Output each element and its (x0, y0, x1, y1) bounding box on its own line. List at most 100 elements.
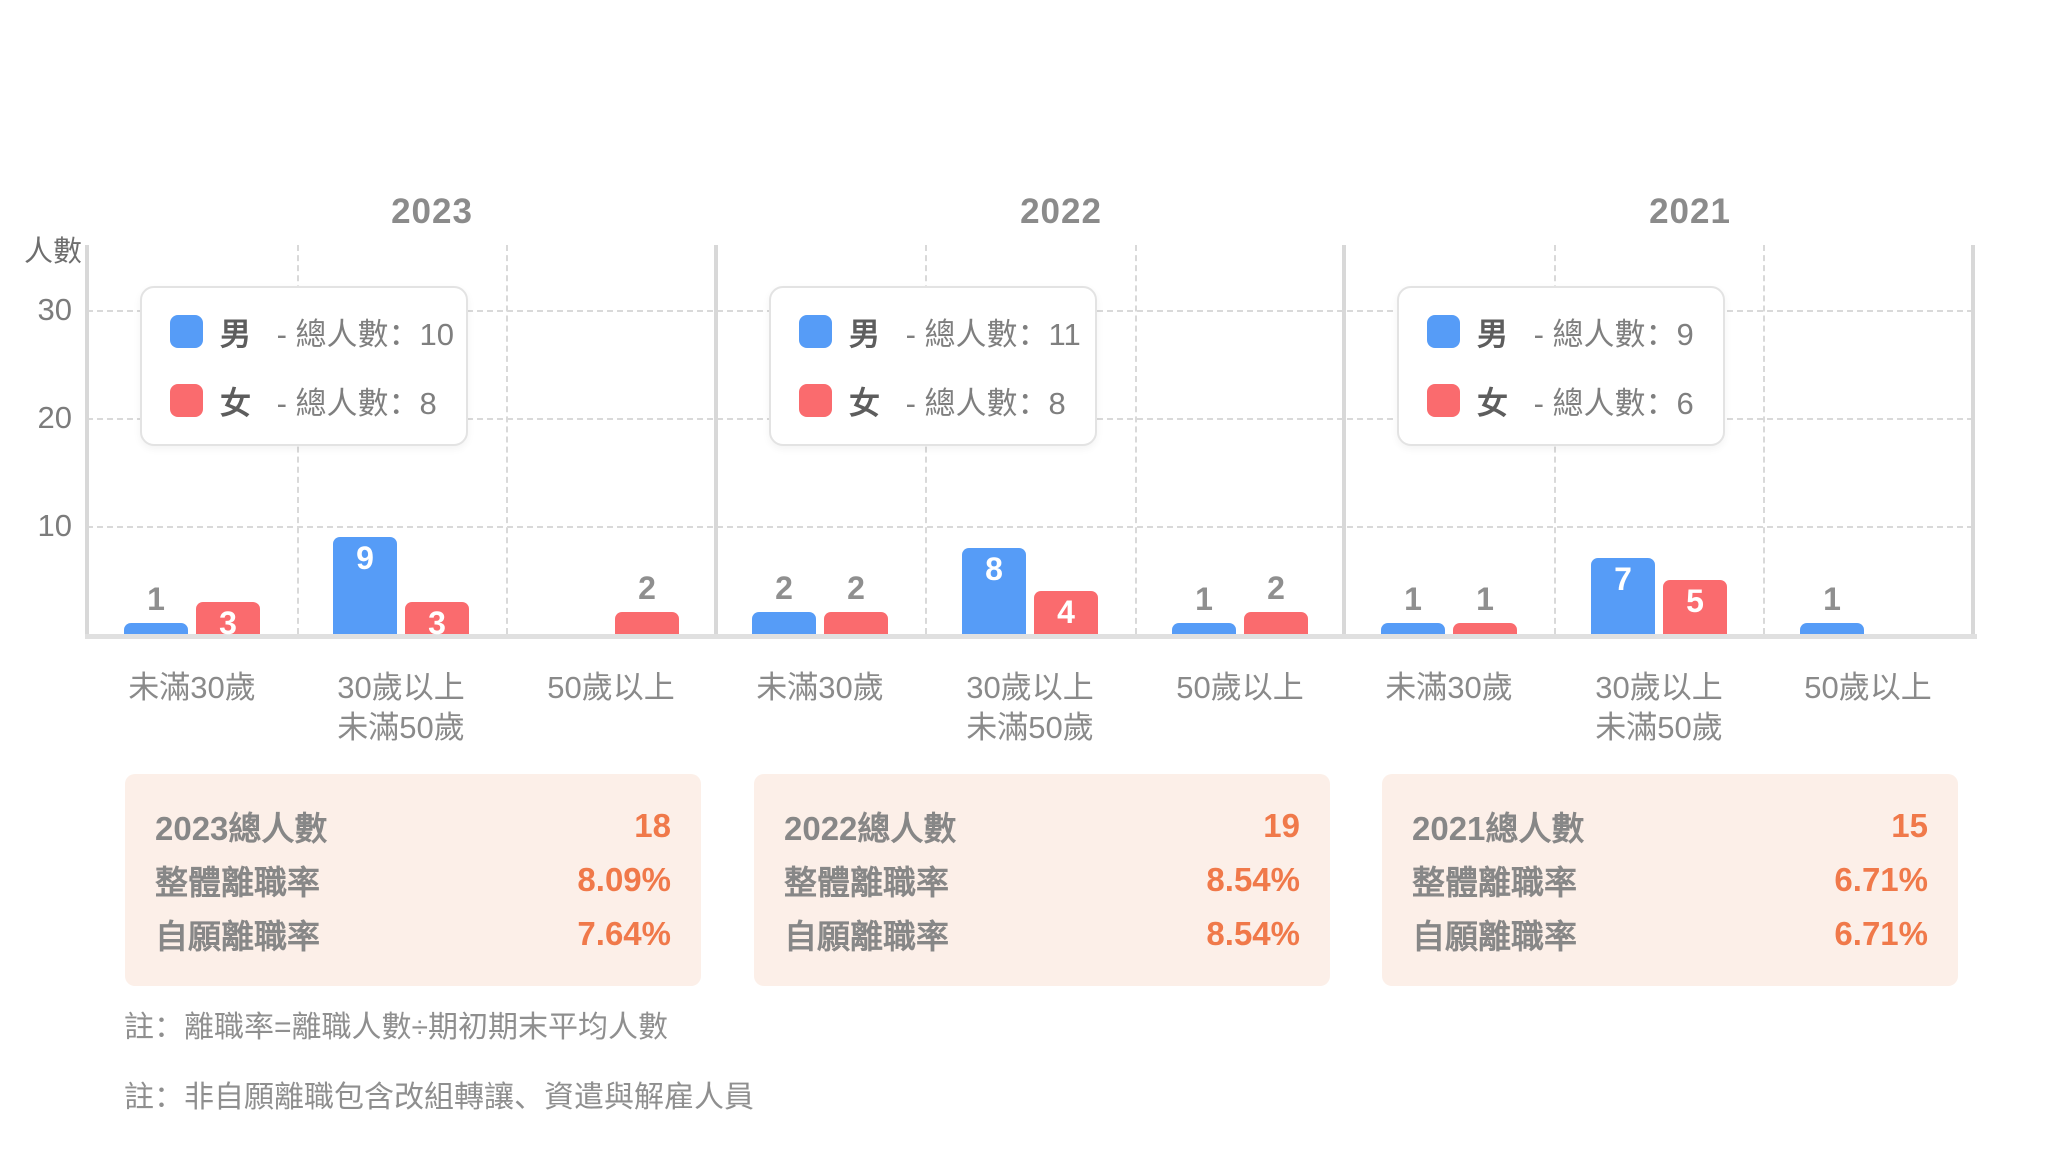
legend-series-total: - 總人數：11 (897, 317, 1081, 352)
summary-label: 2021總人數 (1412, 810, 1585, 847)
bar-value-label: 2 (1267, 570, 1285, 606)
bar-value-label: 1 (1476, 581, 1494, 617)
plot-right-border (1971, 245, 1975, 634)
male-swatch-icon (170, 315, 203, 348)
bar-male-2021-2 (1800, 623, 1864, 634)
legend-row-male: 男 - 總人數：11 (799, 309, 1095, 354)
summary-label: 自願離職率 (784, 918, 949, 955)
summary-value: 19 (1263, 807, 1300, 844)
summary-box-2021: 2021總人數 15 整體離職率 6.71% 自願離職率 6.71% (1382, 774, 1958, 986)
category-label: 未滿50歲 (966, 710, 1094, 745)
legend-series-name: 女 (220, 386, 251, 421)
legend-series-total: - 總人數：10 (268, 317, 455, 352)
category-label: 50歲以上 (547, 670, 675, 705)
summary-value: 8.54% (1206, 861, 1300, 898)
summary-value: 6.71% (1834, 861, 1928, 898)
y-tick-20: 20 (37, 400, 72, 435)
category-label: 50歲以上 (1176, 670, 1304, 705)
bar-value-label: 2 (775, 570, 793, 606)
legend-row-female: 女 - 總人數：8 (799, 378, 1095, 423)
summary-label: 自願離職率 (155, 918, 320, 955)
female-swatch-icon (799, 384, 832, 417)
legend-series-total: - 總人數：8 (897, 386, 1066, 421)
bar-value-label: 4 (1057, 594, 1075, 630)
y-tick-10: 10 (37, 508, 72, 543)
panel-title-2021: 2021 (1649, 192, 1731, 231)
gridline-h-10 (87, 526, 1973, 528)
gridline-v-1-2 (1135, 245, 1137, 634)
bar-value-label: 8 (985, 551, 1003, 587)
gridline-v-0-2 (506, 245, 508, 634)
panel-border-2 (1342, 245, 1346, 634)
summary-row: 整體離職率 6.71% (1412, 856, 1928, 904)
bar-female-2021-1 (1663, 580, 1727, 634)
bar-male-2022-2 (1172, 623, 1236, 634)
bar-value-label: 7 (1614, 561, 1632, 597)
panel-title-2023: 2023 (391, 192, 473, 231)
note-line-2: 註：非自願離職包含改組轉讓、資遣與解雇人員 (124, 1081, 754, 1114)
summary-label: 整體離職率 (155, 864, 320, 901)
bar-female-2022-0 (824, 612, 888, 634)
x-axis-line (85, 634, 1977, 639)
bar-female-2022-1 (1034, 591, 1098, 634)
legend-row-female: 女 - 總人數：6 (1427, 378, 1723, 423)
bar-female-2023-2 (615, 612, 679, 634)
legend-box-2023: 男 - 總人數：10 女 - 總人數：8 (140, 286, 468, 446)
category-label: 未滿30歲 (1385, 670, 1513, 705)
summary-value: 8.09% (577, 861, 671, 898)
panel-title-2022: 2022 (1020, 192, 1102, 231)
panel-border-1 (714, 245, 718, 634)
bar-male-2022-0 (752, 612, 816, 634)
legend-row-male: 男 - 總人數：10 (170, 309, 466, 354)
category-label: 50歲以上 (1804, 670, 1932, 705)
legend-series-total: - 總人數：6 (1525, 386, 1694, 421)
y-tick-30: 30 (37, 292, 72, 327)
summary-label: 2022總人數 (784, 810, 957, 847)
bar-value-label: 5 (1686, 583, 1704, 619)
bar-male-2022-1 (962, 548, 1026, 634)
category-label: 未滿30歲 (128, 670, 256, 705)
male-swatch-icon (799, 315, 832, 348)
female-swatch-icon (1427, 384, 1460, 417)
female-swatch-icon (170, 384, 203, 417)
summary-row: 整體離職率 8.09% (155, 856, 671, 904)
legend-series-name: 男 (220, 317, 251, 352)
summary-row: 自願離職率 7.64% (155, 910, 671, 958)
legend-row-female: 女 - 總人數：8 (170, 378, 466, 423)
bar-value-label: 2 (847, 570, 865, 606)
bar-female-2023-1 (405, 602, 469, 634)
bar-value-label: 1 (1404, 581, 1422, 617)
summary-value: 6.71% (1834, 915, 1928, 952)
bar-female-2022-2 (1244, 612, 1308, 634)
category-label: 30歲以上 (966, 670, 1094, 705)
summary-value: 8.54% (1206, 915, 1300, 952)
panel-border-0 (85, 245, 89, 634)
gridline-v-2-2 (1763, 245, 1765, 634)
legend-series-name: 男 (1477, 317, 1508, 352)
category-label: 未滿50歲 (337, 710, 465, 745)
legend-row-male: 男 - 總人數：9 (1427, 309, 1723, 354)
summary-row: 2021總人數 15 (1412, 802, 1928, 850)
legend-box-2022: 男 - 總人數：11 女 - 總人數：8 (769, 286, 1097, 446)
legend-series-total: - 總人數：9 (1525, 317, 1694, 352)
summary-label: 自願離職率 (1412, 918, 1577, 955)
bar-value-label: 3 (219, 605, 237, 641)
summary-row: 2023總人數 18 (155, 802, 671, 850)
summary-row: 自願離職率 6.71% (1412, 910, 1928, 958)
summary-row: 整體離職率 8.54% (784, 856, 1300, 904)
summary-row: 2022總人數 19 (784, 802, 1300, 850)
summary-value: 18 (634, 807, 671, 844)
category-label: 30歲以上 (1595, 670, 1723, 705)
summary-label: 2023總人數 (155, 810, 328, 847)
y-axis-title: 人數 (24, 236, 83, 268)
category-label: 未滿50歲 (1595, 710, 1723, 745)
legend-series-name: 女 (1477, 386, 1508, 421)
summary-label: 整體離職率 (784, 864, 949, 901)
bar-value-label: 2 (638, 570, 656, 606)
category-label: 30歲以上 (337, 670, 465, 705)
bar-male-2023-0 (124, 623, 188, 634)
summary-row: 自願離職率 8.54% (784, 910, 1300, 958)
summary-box-2023: 2023總人數 18 整體離職率 8.09% 自願離職率 7.64% (125, 774, 701, 986)
summary-value: 15 (1891, 807, 1928, 844)
